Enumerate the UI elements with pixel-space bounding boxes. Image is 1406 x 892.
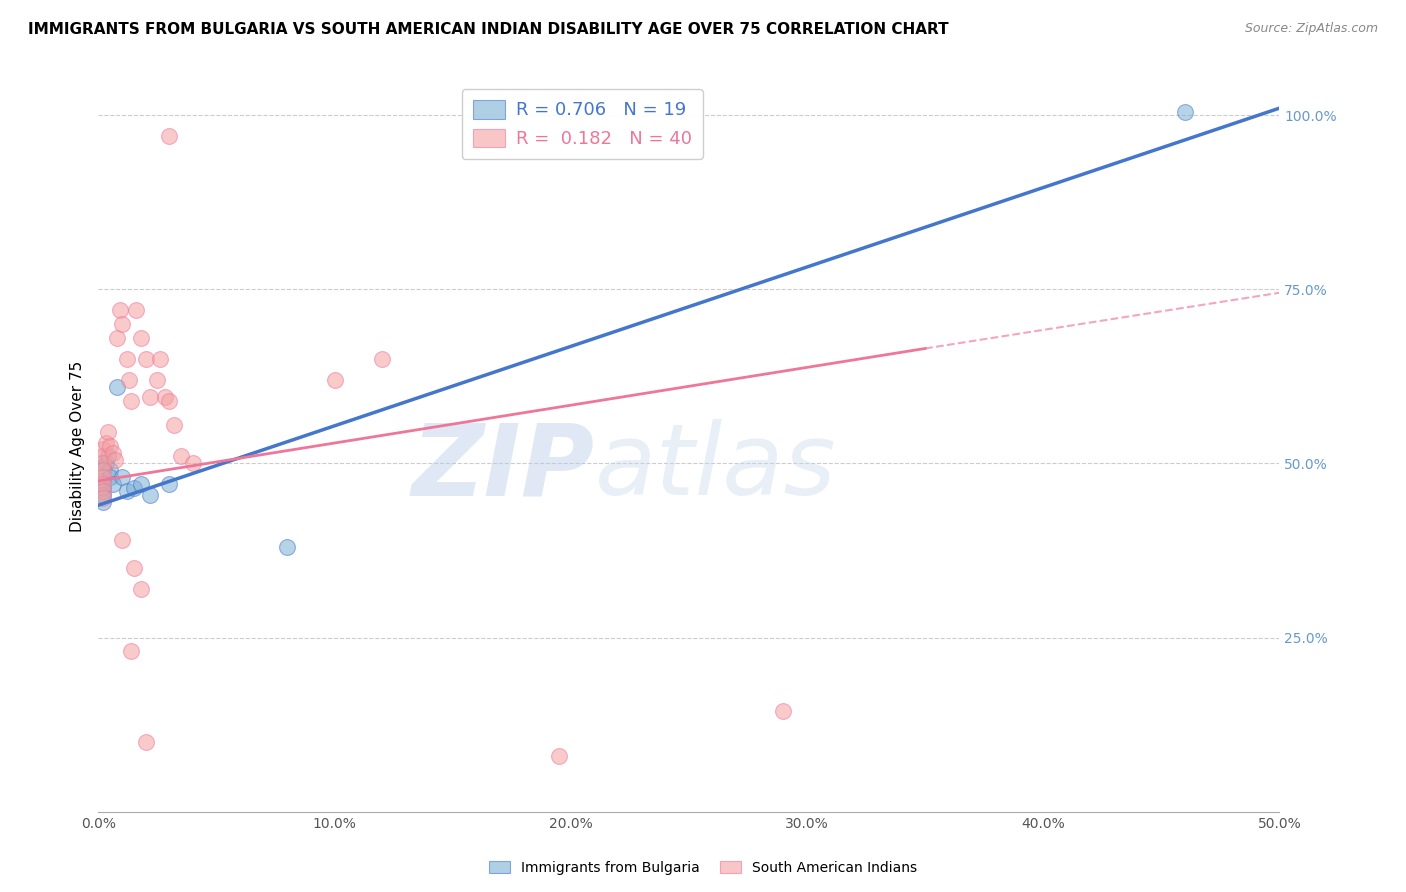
Point	[98, 439, 121, 453]
Point	[91, 459, 114, 474]
Point	[91, 463, 114, 477]
Point	[135, 735, 157, 749]
Point	[91, 477, 114, 491]
Point	[101, 446, 124, 460]
Point	[91, 484, 114, 499]
Text: ZIP: ZIP	[412, 419, 595, 516]
Point	[97, 450, 120, 464]
Point	[97, 425, 120, 439]
Point	[163, 418, 186, 433]
Point	[108, 303, 131, 318]
Point	[276, 540, 298, 554]
Point	[139, 488, 162, 502]
Point	[129, 477, 152, 491]
Point	[170, 450, 193, 464]
Text: IMMIGRANTS FROM BULGARIA VS SOUTH AMERICAN INDIAN DISABILITY AGE OVER 75 CORRELA: IMMIGRANTS FROM BULGARIA VS SOUTH AMERIC…	[28, 22, 949, 37]
Point	[129, 582, 152, 596]
Text: Source: ZipAtlas.com: Source: ZipAtlas.com	[1244, 22, 1378, 36]
Point	[139, 390, 162, 404]
Point	[129, 331, 152, 345]
Point	[111, 533, 134, 547]
Point	[146, 373, 169, 387]
Text: atlas: atlas	[595, 419, 837, 516]
Point	[91, 494, 114, 508]
Point	[111, 470, 134, 484]
Point	[105, 331, 128, 345]
Point	[111, 317, 134, 331]
Point	[91, 457, 114, 471]
Point	[157, 128, 180, 143]
Point	[115, 484, 138, 499]
Point	[548, 749, 571, 764]
Point	[125, 303, 148, 318]
Y-axis label: Disability Age Over 75: Disability Age Over 75	[69, 360, 84, 532]
Point	[91, 481, 114, 495]
Point	[122, 481, 145, 495]
Point	[91, 474, 114, 488]
Point	[121, 644, 143, 658]
Point	[91, 491, 114, 506]
Point	[323, 373, 346, 387]
Point	[121, 393, 143, 408]
Point	[94, 435, 117, 450]
Point	[122, 561, 145, 575]
Point	[772, 704, 794, 718]
Point	[181, 457, 204, 471]
Point	[153, 390, 176, 404]
Point	[105, 380, 128, 394]
Point	[104, 453, 127, 467]
Point	[101, 477, 124, 491]
Point	[149, 351, 172, 366]
Legend: R = 0.706   N = 19, R =  0.182   N = 40: R = 0.706 N = 19, R = 0.182 N = 40	[461, 89, 703, 159]
Point	[371, 351, 394, 366]
Legend: Immigrants from Bulgaria, South American Indians: Immigrants from Bulgaria, South American…	[484, 855, 922, 880]
Point	[91, 442, 114, 457]
Point	[135, 351, 157, 366]
Point	[91, 470, 114, 484]
Point	[157, 477, 180, 491]
Point	[98, 470, 121, 484]
Point	[91, 488, 114, 502]
Point	[91, 450, 114, 464]
Point	[157, 393, 180, 408]
Point	[94, 457, 117, 471]
Point	[1174, 104, 1197, 119]
Point	[115, 351, 138, 366]
Point	[118, 373, 141, 387]
Point	[98, 463, 121, 477]
